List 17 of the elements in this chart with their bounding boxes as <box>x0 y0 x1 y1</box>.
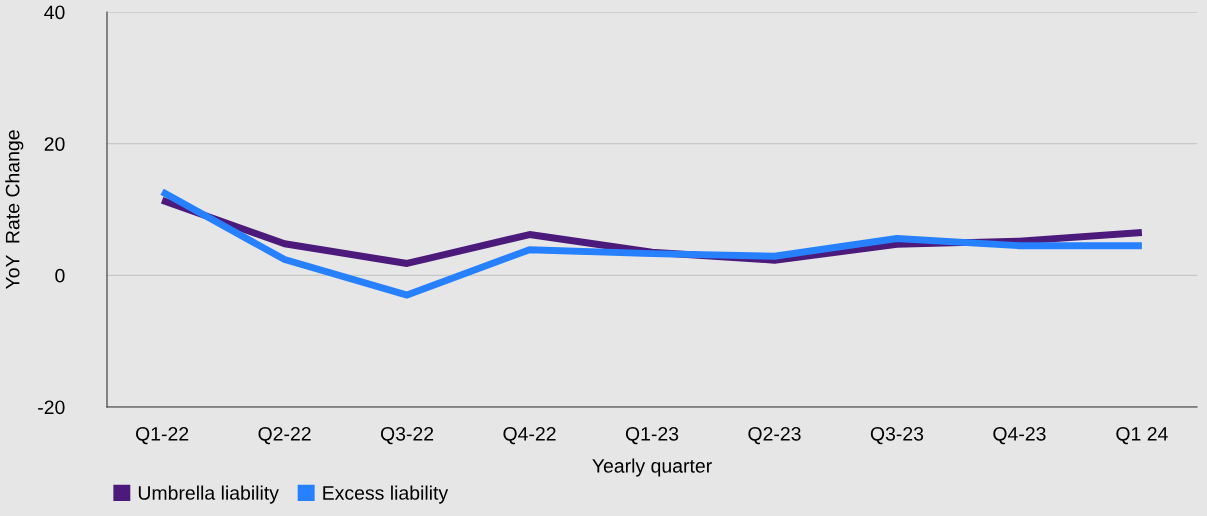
legend-label: Excess liability <box>323 485 449 504</box>
x-tick-label: Q4-22 <box>503 426 556 445</box>
y-tick-label: 40 <box>44 5 65 20</box>
x-tick-label: Q3-22 <box>380 426 434 445</box>
y-axis-title: YoY Rate Change <box>5 130 24 290</box>
x-tick-label: Q1-23 <box>625 426 679 445</box>
legend-label: Umbrella liability <box>138 485 279 504</box>
x-axis-title: Yearly quarter <box>592 458 712 477</box>
x-tick-label: Q4-23 <box>993 426 1046 445</box>
x-tick-label: Q2-22 <box>258 426 311 445</box>
y-tick-label: 0 <box>55 268 65 283</box>
x-tick-label: Q1 24 <box>1116 426 1168 445</box>
x-tick-label: Q1-22 <box>136 426 189 445</box>
y-tick-label: 20 <box>44 137 65 151</box>
x-tick-label: Q3-23 <box>870 426 924 445</box>
x-tick-label: Q2-23 <box>748 426 801 445</box>
y-tick-label: -20 <box>38 400 65 415</box>
